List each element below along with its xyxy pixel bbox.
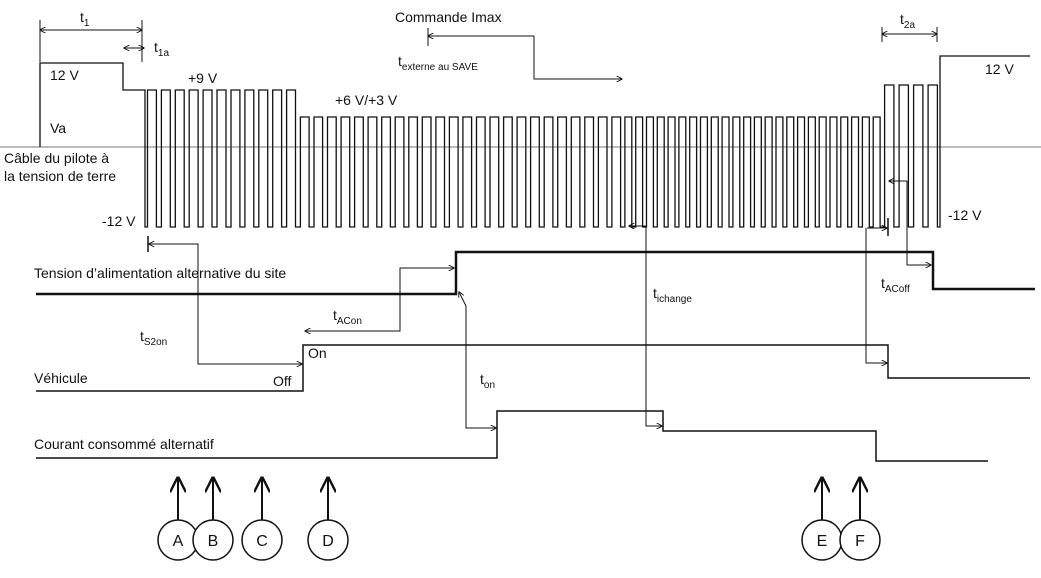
site-ac-supply-label: Tension d’alimentation alternative du si… (34, 265, 286, 281)
ts2on-label: tS2on (140, 328, 167, 348)
tichange-arrow (629, 226, 662, 426)
t2a-label: t2a (900, 11, 915, 31)
t1a-label: t1a (154, 39, 169, 59)
cable-label-line1: Câble du pilote à (4, 150, 109, 166)
site-ac-supply-signal-off (910, 250, 1035, 291)
voltage-12v-right-label: 12 V (985, 61, 1014, 77)
marker-label-a: A (173, 533, 184, 550)
cable-label-line2: la tension de terre (4, 168, 116, 184)
vehicle-on-label: On (308, 345, 327, 361)
marker-circle-b (192, 519, 234, 561)
voltage-va-label: Va (50, 120, 66, 136)
tichange-label: tichange (653, 285, 692, 305)
marker-circle-d (307, 519, 349, 561)
voltage-plus6-plus3v-label: +6 V/+3 V (335, 92, 398, 108)
tacon-label: tACon (333, 307, 362, 327)
marker-label-e: E (817, 533, 828, 550)
ton-arrow (459, 292, 496, 428)
tacoff-arrow (889, 181, 931, 265)
voltage-minus12v-left-label: -12 V (102, 213, 136, 229)
vehicle-off-label: Off (273, 373, 292, 389)
t1-label: t1 (80, 9, 90, 29)
t-externe-label: texterne au SAVE (398, 53, 478, 73)
marker-label-b: B (208, 533, 219, 550)
vehicle-signal (36, 344, 1030, 392)
vehicle-label: Véhicule (34, 370, 88, 386)
ac-current-label: Courant consommé alternatif (34, 436, 214, 452)
vehicle-off-arrow (865, 228, 887, 363)
ac-current-signal (36, 410, 988, 462)
marker-circle-c (241, 519, 283, 561)
control-pilot-waveform (39, 55, 1030, 228)
marker-circle-f (839, 519, 881, 561)
marker-label-d: D (322, 533, 334, 550)
ton-label: ton (480, 371, 495, 391)
event-markers: A B C D E F (157, 478, 881, 561)
marker-label-c: C (256, 533, 268, 550)
commande-imax-label: Commande Imax (395, 9, 502, 25)
commande-imax-arrow (533, 36, 622, 79)
tacoff-label: tACoff (881, 275, 910, 295)
voltage-12v-left-label: 12 V (50, 67, 79, 83)
ts2on-arrow (149, 244, 302, 364)
tacon-arrow (305, 268, 454, 331)
voltage-plus9v-label: +9 V (188, 70, 218, 86)
marker-label-f: F (855, 533, 865, 550)
voltage-minus12v-right-label: -12 V (948, 207, 982, 223)
